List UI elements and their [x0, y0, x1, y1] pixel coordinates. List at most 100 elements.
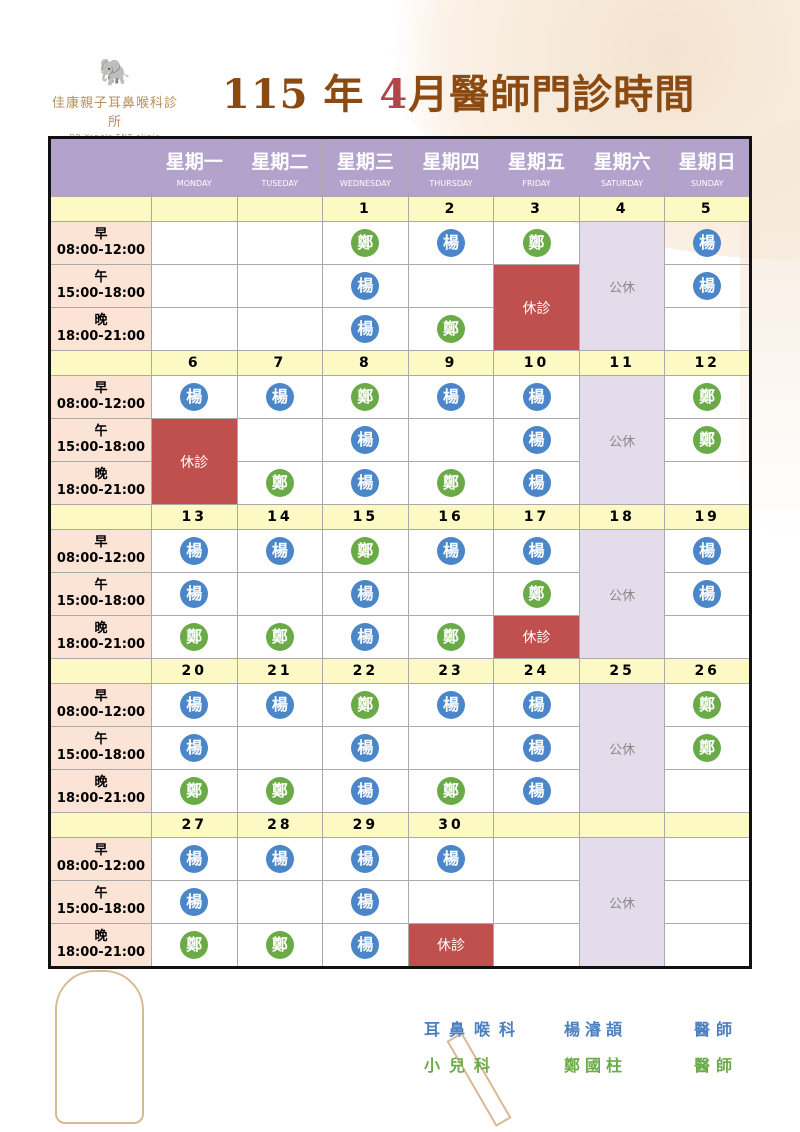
schedule-cell: 楊 — [493, 418, 580, 462]
schedule-cell: 楊 — [151, 375, 238, 419]
schedule-cell: 楊 — [236, 683, 324, 727]
doctor-yang-badge: 楊 — [351, 931, 380, 959]
schedule-cell: 楊 — [493, 726, 580, 770]
doctor-zheng-badge: 鄭 — [351, 383, 380, 411]
doctor-zheng-badge: 鄭 — [436, 777, 465, 805]
date-row: 20 21 22 23 24 25 26 — [49, 658, 751, 684]
weekday-zh: 星期日 — [678, 151, 736, 173]
weekday-zh: 星期二 — [251, 151, 309, 173]
schedule-cell — [236, 880, 324, 924]
slot-name: 早 — [94, 535, 108, 550]
schedule-cell — [407, 264, 495, 308]
slot-row: 午 15:00-18:00 楊休診楊 — [49, 264, 751, 351]
schedule-cell: 鄭 — [236, 923, 324, 968]
date-cell: 29 — [322, 812, 409, 838]
schedule-cell: 楊 — [151, 683, 238, 727]
schedule-cell: 楊 — [407, 375, 495, 419]
slot-label: 午 15:00-18:00 — [49, 264, 152, 308]
doctor-zheng-badge: 鄭 — [265, 931, 294, 959]
holiday-cell: 公休 — [578, 221, 666, 351]
slot-row: 早 08:00-12:00 楊楊楊楊公休 — [49, 837, 751, 968]
doctor-zheng-badge: 鄭 — [265, 777, 294, 805]
date-cell: 30 — [407, 812, 495, 838]
date-cell: 17 — [493, 504, 580, 530]
page-title: 115 年 4月醫師門診時間 — [222, 62, 695, 120]
slot-name: 晚 — [94, 929, 108, 944]
title-suffix: 月醫師門診時間 — [408, 71, 696, 118]
slot-row: 晚 18:00-21:00 鄭 楊 鄭 楊 — [49, 461, 751, 505]
slot-time: 08:00-12:00 — [56, 551, 146, 566]
schedule-cell: 楊 — [493, 529, 580, 573]
weekday-en: MONDAY — [176, 179, 212, 188]
slot-label: 午 15:00-18:00 — [49, 726, 152, 770]
date-cell — [493, 812, 580, 838]
schedule-cell: 楊 — [322, 880, 409, 924]
slot-row: 早 08:00-12:00 楊楊鄭楊楊公休鄭 — [49, 683, 751, 813]
slot-time: 08:00-12:00 — [56, 859, 146, 874]
doctor-yang-badge: 楊 — [693, 580, 722, 608]
slot-time: 18:00-21:00 — [56, 637, 146, 652]
doctor-yang-badge: 楊 — [522, 469, 551, 497]
doctor-title: 醫師 — [694, 1020, 739, 1039]
doctor-zheng-badge: 鄭 — [436, 623, 465, 651]
doctor-title: 醫師 — [694, 1056, 739, 1075]
date-label-cell — [49, 196, 152, 222]
slot-label: 晚 18:00-21:00 — [49, 923, 152, 968]
date-cell: 4 — [578, 196, 666, 222]
schedule-cell: 鄭 — [407, 615, 495, 659]
date-cell: 15 — [322, 504, 409, 530]
doctor-legend-row: 小兒科 鄭國柱 醫師 — [424, 1052, 754, 1076]
slot-name: 午 — [94, 732, 108, 747]
doctor-yang-badge: 楊 — [351, 845, 380, 873]
slot-time: 08:00-12:00 — [56, 243, 146, 258]
schedule-cell: 楊 — [407, 837, 495, 881]
schedule-cell: 鄭 — [322, 221, 409, 265]
doctor-yang-badge: 楊 — [180, 383, 209, 411]
schedule-cell — [493, 923, 580, 968]
title-month: 4 — [379, 71, 409, 118]
slot-time: 15:00-18:00 — [56, 440, 146, 455]
doctor-yang-badge: 楊 — [180, 845, 209, 873]
schedule-cell: 楊 — [322, 837, 409, 881]
slot-label: 午 15:00-18:00 — [49, 880, 152, 924]
clinic-name: 佳康親子耳鼻喉科診所 — [51, 96, 178, 130]
weekday-en: TUSEDAY — [261, 179, 299, 188]
schedule-cell: 鄭 — [322, 375, 409, 419]
weekday-header: 星期五 FRIDAY — [493, 137, 580, 197]
doctor-zheng-badge: 鄭 — [180, 777, 209, 805]
date-label-cell — [49, 350, 152, 376]
schedule-cell — [151, 221, 238, 265]
slot-name: 晚 — [94, 467, 108, 482]
schedule-cell — [407, 880, 495, 924]
date-cell: 24 — [493, 658, 580, 684]
weekday-header: 星期四 THURSDAY — [407, 137, 495, 197]
slot-time: 18:00-21:00 — [56, 945, 146, 960]
schedule-cell — [664, 769, 751, 813]
schedule-cell: 楊 — [493, 461, 580, 505]
date-cell: 13 — [151, 504, 238, 530]
schedule-cell: 楊 — [322, 769, 409, 813]
schedule-cell: 楊 — [322, 418, 409, 462]
weekday-en: SATURDAY — [601, 179, 644, 188]
doctor-yang-badge: 楊 — [436, 537, 465, 565]
holiday-cell: 公休 — [578, 683, 666, 813]
schedule-cell: 楊 — [664, 572, 751, 616]
slot-label: 早 08:00-12:00 — [49, 683, 152, 727]
doctor-zheng-badge: 鄭 — [436, 469, 465, 497]
slot-name: 晚 — [94, 313, 108, 328]
hippo-illustration — [55, 970, 144, 1124]
doctor-yang-badge: 楊 — [351, 272, 380, 300]
schedule-cell: 楊 — [322, 572, 409, 616]
doctor-zheng-badge: 鄭 — [522, 580, 551, 608]
schedule-cell: 楊 — [236, 375, 324, 419]
schedule-cell: 鄭 — [664, 375, 751, 419]
schedule-cell: 鄭 — [322, 683, 409, 727]
doctor-yang-badge: 楊 — [522, 426, 551, 454]
schedule-cell — [236, 572, 324, 616]
date-cell: 7 — [236, 350, 324, 376]
slot-name: 午 — [94, 886, 108, 901]
date-cell: 11 — [578, 350, 666, 376]
schedule-cell: 楊 — [664, 529, 751, 573]
schedule-table: 星期一 MONDAY 星期二 TUSEDAY 星期三 WEDNESDAY 星期四 THURSD… — [48, 136, 752, 969]
doctor-yang-badge: 楊 — [265, 691, 294, 719]
